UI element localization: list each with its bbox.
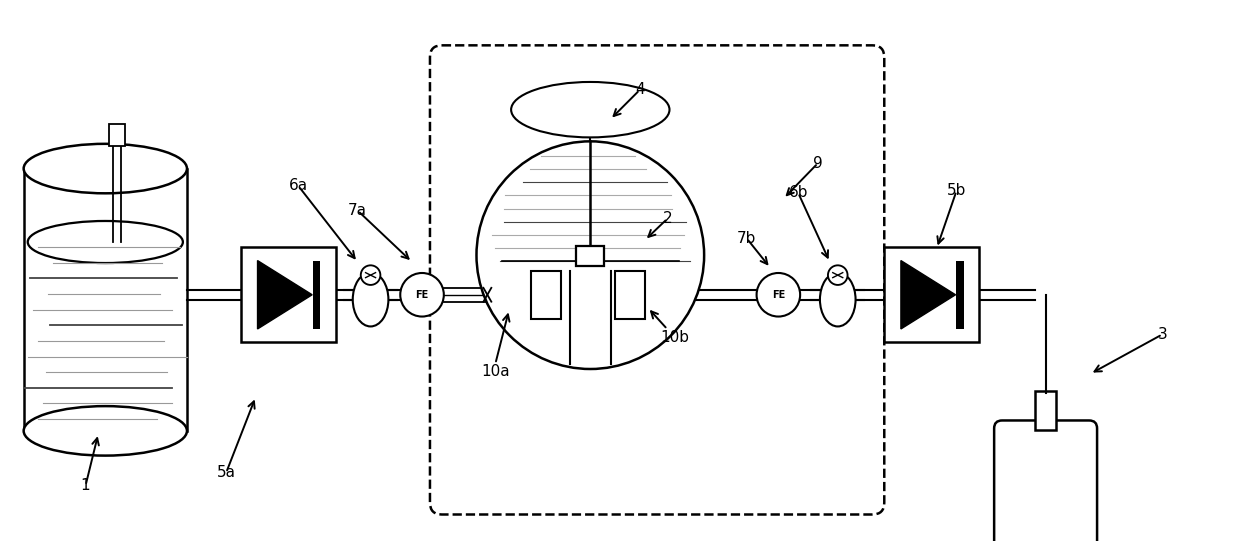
Text: 4: 4	[635, 82, 645, 97]
Circle shape	[361, 265, 381, 285]
Circle shape	[828, 265, 848, 285]
Bar	[956, 261, 963, 329]
Polygon shape	[901, 261, 956, 329]
Text: 2: 2	[662, 211, 672, 226]
Ellipse shape	[27, 221, 182, 263]
Bar	[1034, 391, 1056, 430]
Ellipse shape	[24, 144, 187, 193]
Ellipse shape	[352, 273, 388, 326]
Bar	[615, 271, 645, 319]
Bar	[109, 124, 125, 146]
Text: 6b: 6b	[789, 186, 808, 200]
Bar	[577, 246, 604, 266]
Text: 7b: 7b	[737, 231, 756, 246]
Text: 3: 3	[1157, 327, 1167, 342]
Ellipse shape	[820, 273, 856, 326]
Text: 10b: 10b	[660, 330, 689, 345]
Bar	[24, 169, 187, 431]
Polygon shape	[258, 261, 312, 329]
Bar	[314, 261, 320, 329]
Ellipse shape	[24, 406, 187, 456]
Text: 7a: 7a	[348, 203, 367, 218]
Text: 6a: 6a	[289, 178, 308, 193]
Text: 5a: 5a	[217, 466, 236, 480]
Ellipse shape	[511, 82, 670, 138]
Circle shape	[401, 273, 444, 317]
FancyBboxPatch shape	[994, 421, 1097, 544]
Circle shape	[756, 273, 800, 317]
Text: FE: FE	[415, 290, 429, 300]
Text: FE: FE	[771, 290, 785, 300]
Circle shape	[476, 141, 704, 369]
Bar	[531, 271, 560, 319]
Bar	[241, 248, 336, 342]
Text: 10a: 10a	[481, 364, 510, 380]
Bar	[884, 248, 980, 342]
Text: 9: 9	[813, 156, 823, 171]
Text: 5b: 5b	[947, 183, 966, 199]
Text: 1: 1	[81, 478, 91, 493]
